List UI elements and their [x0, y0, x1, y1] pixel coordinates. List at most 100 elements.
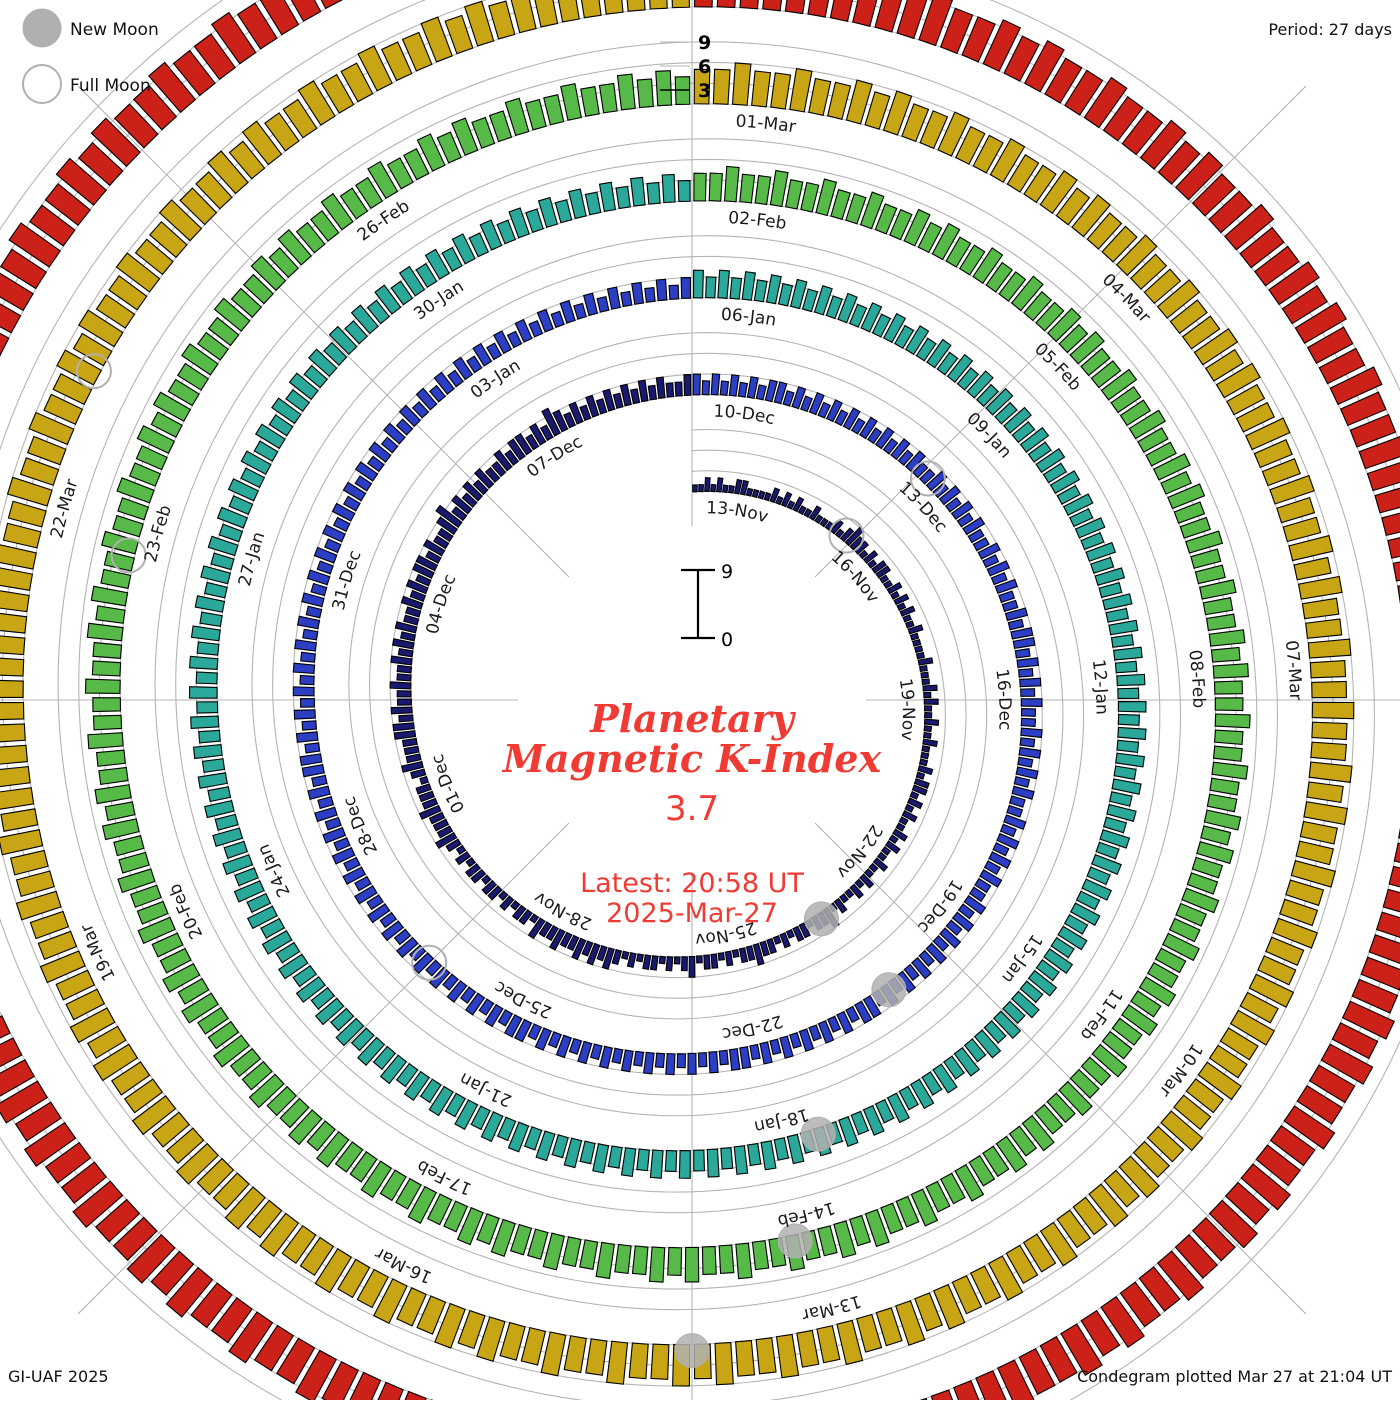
kindex-bar — [500, 1323, 525, 1361]
kindex-bar — [581, 87, 599, 117]
kindex-bar — [1207, 794, 1236, 812]
kindex-bar — [526, 100, 547, 130]
kindex-bar — [555, 200, 571, 223]
kindex-bar — [729, 486, 735, 494]
kindex-bar — [1394, 843, 1400, 870]
kindex-bar — [738, 382, 747, 397]
kindex-bar — [1112, 635, 1134, 648]
kindex-bar — [785, 0, 809, 14]
kindex-bar — [615, 1244, 631, 1273]
kindex-bar — [544, 95, 564, 125]
arm-date-label: 25-Dec — [491, 976, 555, 1022]
scale-bar-top-label: 9 — [721, 561, 733, 583]
kindex-bar — [787, 930, 795, 938]
kindex-bar — [1114, 766, 1136, 779]
kindex-bar — [920, 666, 927, 672]
kindex-bar — [746, 488, 752, 496]
kindex-bar — [194, 745, 223, 759]
kindex-bar — [1014, 777, 1029, 788]
kindex-bar — [750, 1045, 760, 1060]
kindex-bar — [391, 656, 412, 665]
kindex-bar — [0, 635, 25, 655]
kindex-bar — [771, 73, 791, 109]
kindex-bar — [719, 1050, 728, 1064]
kindex-bar — [656, 377, 665, 398]
kindex-bar — [103, 819, 140, 840]
kindex-bar — [1309, 762, 1352, 782]
kindex-bar — [1200, 580, 1236, 599]
kindex-bar — [650, 1247, 665, 1282]
kindex-bar — [922, 679, 929, 684]
kindex-bar — [925, 706, 932, 711]
kindex-bar — [1020, 738, 1035, 747]
kindex-bar — [200, 612, 222, 626]
scale-bar: 9 0 — [681, 561, 733, 651]
kindex-bar — [406, 754, 421, 763]
kindex-bar — [511, 0, 536, 33]
kindex-bar — [190, 656, 218, 669]
title-line-1: Planetary — [589, 696, 797, 741]
kindex-bar — [552, 1135, 568, 1158]
kindex-bar — [198, 773, 227, 788]
kindex-bar — [699, 1053, 707, 1067]
kindex-bar — [910, 792, 918, 799]
full-moon-marker — [77, 354, 111, 388]
kindex-bar — [659, 956, 665, 963]
kindex-bar — [1212, 647, 1241, 662]
full-moon-marker — [112, 538, 146, 572]
kindex-bar — [1021, 709, 1035, 717]
arm-date-label: 28-Dec — [340, 794, 383, 858]
kindex-bar — [1210, 778, 1239, 795]
kindex-bar — [711, 954, 718, 968]
kindex-bar — [599, 182, 615, 211]
kindex-bar — [197, 642, 219, 655]
kindex-bar — [1109, 620, 1138, 634]
kindex-bar — [1215, 698, 1243, 711]
kindex-bar — [666, 383, 673, 397]
kindex-bar — [0, 767, 30, 788]
new-moon-marker — [804, 902, 838, 936]
plotted-text: Condegram plotted Mar 27 at 21:04 UT — [1077, 1367, 1392, 1386]
kindex-bar — [1312, 722, 1347, 739]
kindex-bar — [736, 1243, 752, 1278]
kindex-bar — [192, 626, 221, 641]
kindex-bar — [579, 0, 601, 18]
kindex-bar — [91, 586, 127, 606]
kindex-bar — [637, 1149, 650, 1171]
kindex-bar — [1018, 757, 1033, 767]
kindex-bar — [719, 1245, 734, 1273]
arm-date-label: 08-Feb — [1184, 649, 1208, 709]
kindex-bar — [760, 1042, 772, 1064]
kindex-bar — [305, 743, 320, 753]
kindex-bar — [616, 186, 630, 208]
kindex-bar — [1196, 565, 1226, 583]
kindex-bar — [596, 1242, 614, 1278]
kindex-bar — [709, 1052, 718, 1073]
full-moon-marker — [829, 519, 863, 553]
kindex-bar — [0, 745, 27, 764]
kindex-bar — [922, 746, 930, 752]
kindex-bar — [608, 1146, 622, 1168]
kindex-bar — [925, 712, 932, 717]
kindex-bar — [311, 584, 327, 596]
kindex-bar — [398, 699, 412, 705]
kindex-bar — [302, 765, 324, 777]
kindex-bar — [924, 699, 938, 704]
kindex-bar — [632, 1246, 647, 1275]
kindex-bar — [725, 951, 732, 965]
kindex-bar — [632, 283, 644, 305]
arm-date-label: 13-Nov — [706, 498, 770, 527]
kindex-bar — [656, 71, 672, 106]
kindex-bar — [903, 615, 911, 622]
kindex-bar — [678, 181, 690, 202]
kindex-bar — [622, 1050, 634, 1072]
kindex-bar — [1118, 688, 1139, 698]
full-moon-icon — [23, 65, 61, 103]
kindex-bar — [394, 731, 415, 739]
kindex-bar — [913, 640, 921, 646]
arm-date-label: 20-Feb — [165, 881, 207, 942]
kindex-bar — [662, 174, 675, 202]
kindex-bar — [466, 858, 475, 867]
kindex-bar — [397, 691, 411, 697]
kindex-bar — [1215, 730, 1243, 744]
